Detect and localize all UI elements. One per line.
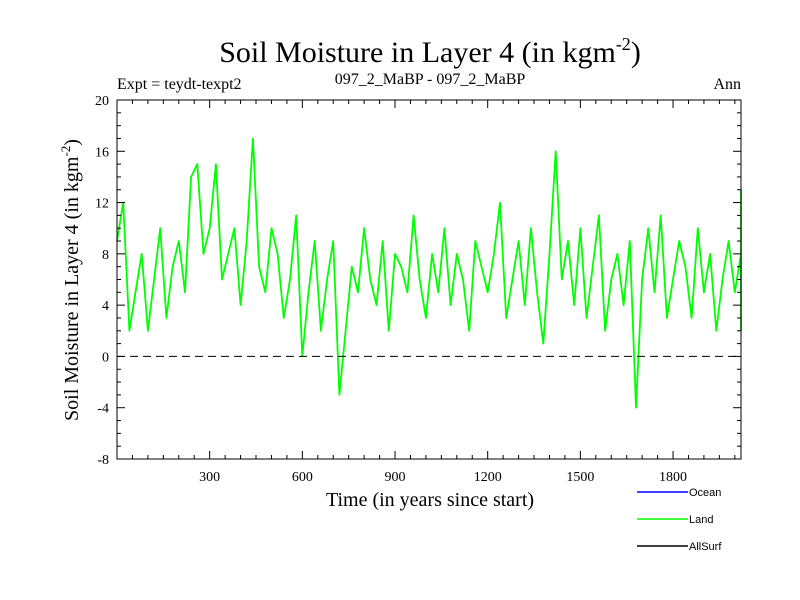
plot-axes: 300 600 900 1200 1500 1800 -8 -4 0 4 8 12 16 20 [95, 94, 742, 485]
chart-title-close: ) [631, 36, 641, 69]
y-axis-label-text: Soil Moisture in Layer 4 (in kgm [61, 156, 83, 421]
y-axis-label: Soil Moisture in Layer 4 (in kgm-2) [58, 139, 83, 421]
chart-title-superscript: -2 [616, 34, 631, 54]
y-tick-label: 12 [95, 197, 109, 212]
x-axis-label: Time (in years since start) [326, 489, 534, 511]
x-tick-label: 900 [385, 470, 406, 485]
chart-title: Soil Moisture in Layer 4 (in kgm-2) [219, 34, 641, 69]
plot-series [116, 137, 742, 409]
y-tick-label: 20 [95, 94, 109, 109]
legend: Ocean Land AllSurf [637, 487, 722, 553]
x-tick-label: 1200 [474, 470, 502, 485]
legend-label-land: Land [689, 514, 713, 526]
chart-subtitle-left: Expt = teydt-texpt2 [117, 76, 242, 93]
chart-subtitle-center: 097_2_MaBP - 097_2_MaBP [335, 71, 526, 88]
y-tick-label: 0 [102, 350, 109, 365]
x-tick-label: 300 [199, 470, 220, 485]
y-tick-label: -8 [97, 453, 109, 468]
y-tick-label: 4 [102, 299, 109, 314]
legend-label-allsurf: AllSurf [689, 541, 722, 553]
chart-subtitle-right: Ann [713, 76, 741, 93]
legend-label-ocean: Ocean [689, 487, 721, 499]
x-tick-label: 1500 [566, 470, 594, 485]
chart-title-text: Soil Moisture in Layer 4 (in kgm [219, 36, 616, 69]
y-tick-label: 8 [102, 248, 109, 263]
y-axis-label-close: ) [61, 139, 83, 146]
x-tick-label: 1800 [659, 470, 687, 485]
y-tick-label: -4 [97, 402, 109, 417]
y-tick-label: 16 [95, 145, 109, 160]
x-tick-label: 600 [292, 470, 313, 485]
y-axis-label-superscript: -2 [58, 146, 73, 157]
series-line-land [116, 137, 742, 409]
